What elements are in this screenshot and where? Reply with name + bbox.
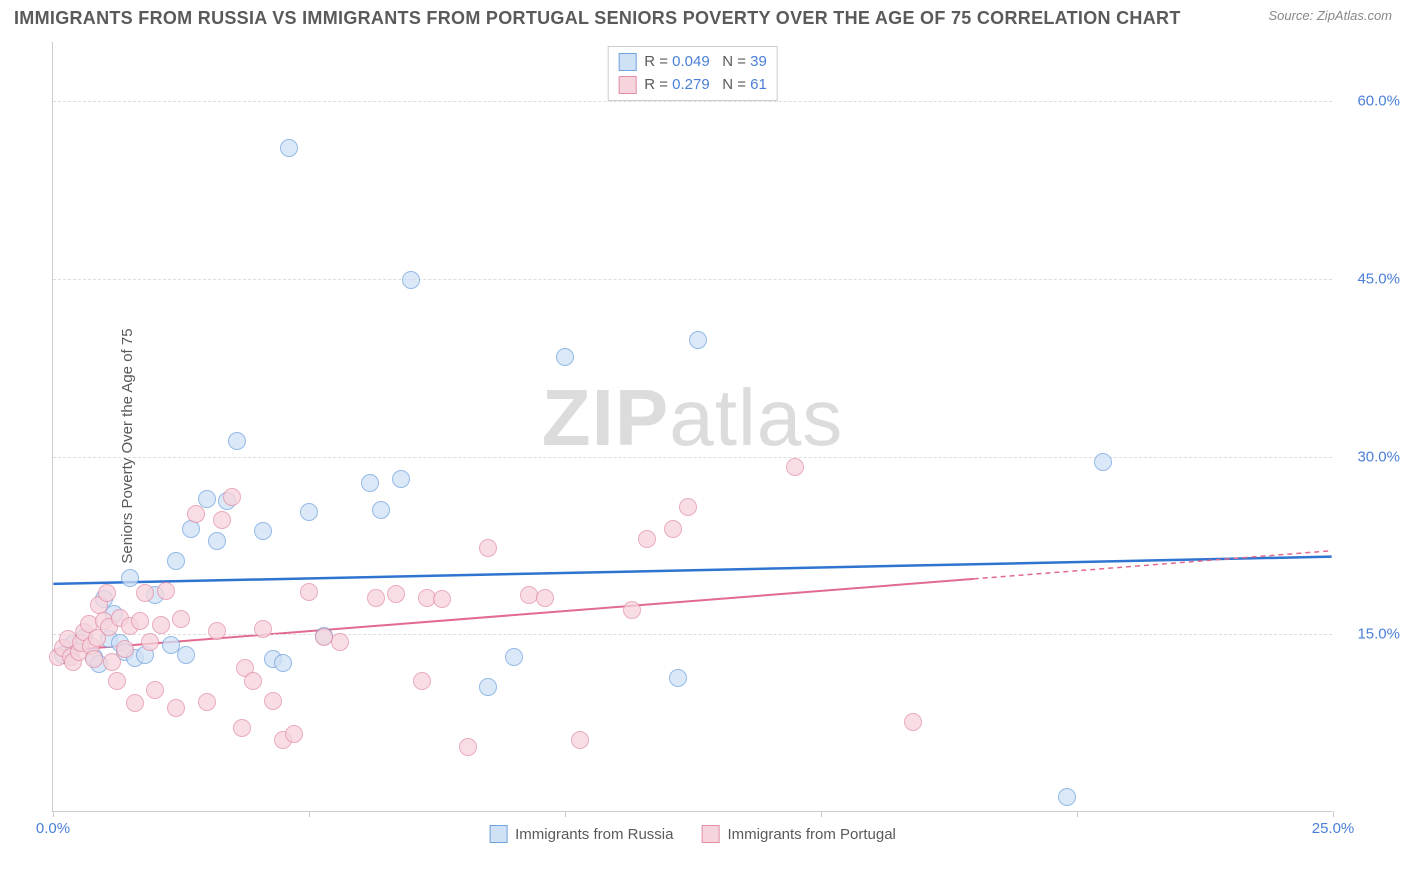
- data-point: [244, 672, 262, 690]
- plot-area: ZIPatlas R = 0.049 N = 39R = 0.279 N = 6…: [52, 42, 1332, 812]
- trend-lines: [53, 42, 1332, 811]
- watermark: ZIPatlas: [542, 371, 843, 463]
- data-point: [187, 505, 205, 523]
- data-point: [167, 699, 185, 717]
- data-point: [172, 610, 190, 628]
- y-tick-label: 30.0%: [1357, 448, 1400, 465]
- legend-swatch: [618, 53, 636, 71]
- data-point: [254, 620, 272, 638]
- data-point: [121, 569, 139, 587]
- y-tick-label: 45.0%: [1357, 270, 1400, 287]
- data-point: [387, 585, 405, 603]
- legend-swatch: [618, 76, 636, 94]
- data-point: [372, 501, 390, 519]
- data-point: [108, 672, 126, 690]
- data-point: [152, 616, 170, 634]
- data-point: [228, 432, 246, 450]
- data-point: [679, 498, 697, 516]
- data-point: [556, 348, 574, 366]
- data-point: [213, 511, 231, 529]
- data-point: [208, 622, 226, 640]
- data-point: [208, 532, 226, 550]
- data-point: [98, 584, 116, 602]
- x-tick: [565, 811, 566, 817]
- data-point: [689, 331, 707, 349]
- data-point: [1058, 788, 1076, 806]
- data-point: [223, 488, 241, 506]
- gridline: [53, 634, 1332, 635]
- legend-series: Immigrants from Russia Immigrants from Po…: [489, 825, 896, 843]
- data-point: [116, 640, 134, 658]
- data-point: [505, 648, 523, 666]
- data-point: [264, 692, 282, 710]
- data-point: [85, 650, 103, 668]
- data-point: [167, 552, 185, 570]
- data-point: [536, 589, 554, 607]
- legend-stats-row: R = 0.279 N = 61: [618, 74, 767, 97]
- legend-series-label: Immigrants from Portugal: [727, 826, 895, 843]
- legend-stats-row: R = 0.049 N = 39: [618, 51, 767, 74]
- data-point: [623, 601, 641, 619]
- data-point: [198, 693, 216, 711]
- data-point: [361, 474, 379, 492]
- data-point: [402, 271, 420, 289]
- data-point: [182, 520, 200, 538]
- legend-stats: R = 0.049 N = 39R = 0.279 N = 61: [607, 46, 778, 101]
- legend-swatch: [489, 825, 507, 843]
- data-point: [126, 694, 144, 712]
- x-tick: [309, 811, 310, 817]
- data-point: [571, 731, 589, 749]
- data-point: [479, 678, 497, 696]
- chart-title: IMMIGRANTS FROM RUSSIA VS IMMIGRANTS FRO…: [14, 8, 1181, 29]
- watermark-zip: ZIP: [542, 372, 669, 461]
- data-point: [280, 139, 298, 157]
- data-point: [141, 633, 159, 651]
- legend-series-item: Immigrants from Portugal: [701, 825, 895, 843]
- legend-series-label: Immigrants from Russia: [515, 826, 673, 843]
- data-point: [433, 590, 451, 608]
- data-point: [146, 681, 164, 699]
- legend-stats-text: R = 0.279 N = 61: [644, 74, 767, 97]
- x-tick: [53, 811, 54, 817]
- y-tick-label: 60.0%: [1357, 93, 1400, 110]
- data-point: [904, 713, 922, 731]
- data-point: [300, 503, 318, 521]
- data-point: [638, 530, 656, 548]
- gridline: [53, 101, 1332, 102]
- data-point: [331, 633, 349, 651]
- data-point: [136, 584, 154, 602]
- data-point: [1094, 453, 1112, 471]
- watermark-atlas: atlas: [669, 372, 843, 461]
- data-point: [300, 583, 318, 601]
- data-point: [786, 458, 804, 476]
- gridline: [53, 279, 1332, 280]
- data-point: [157, 582, 175, 600]
- data-point: [177, 646, 195, 664]
- data-point: [669, 669, 687, 687]
- data-point: [254, 522, 272, 540]
- data-point: [392, 470, 410, 488]
- data-point: [233, 719, 251, 737]
- x-tick: [1077, 811, 1078, 817]
- data-point: [459, 738, 477, 756]
- source-label: Source: ZipAtlas.com: [1268, 8, 1392, 23]
- y-tick-label: 15.0%: [1357, 626, 1400, 643]
- x-tick: [821, 811, 822, 817]
- data-point: [367, 589, 385, 607]
- gridline: [53, 457, 1332, 458]
- x-tick-label: 25.0%: [1312, 820, 1355, 837]
- x-tick: [1333, 811, 1334, 817]
- x-tick-label: 0.0%: [36, 820, 70, 837]
- data-point: [479, 539, 497, 557]
- legend-swatch: [701, 825, 719, 843]
- data-point: [274, 654, 292, 672]
- legend-series-item: Immigrants from Russia: [489, 825, 673, 843]
- data-point: [131, 612, 149, 630]
- header: IMMIGRANTS FROM RUSSIA VS IMMIGRANTS FRO…: [14, 8, 1392, 29]
- legend-stats-text: R = 0.049 N = 39: [644, 51, 767, 74]
- data-point: [413, 672, 431, 690]
- data-point: [285, 725, 303, 743]
- data-point: [664, 520, 682, 538]
